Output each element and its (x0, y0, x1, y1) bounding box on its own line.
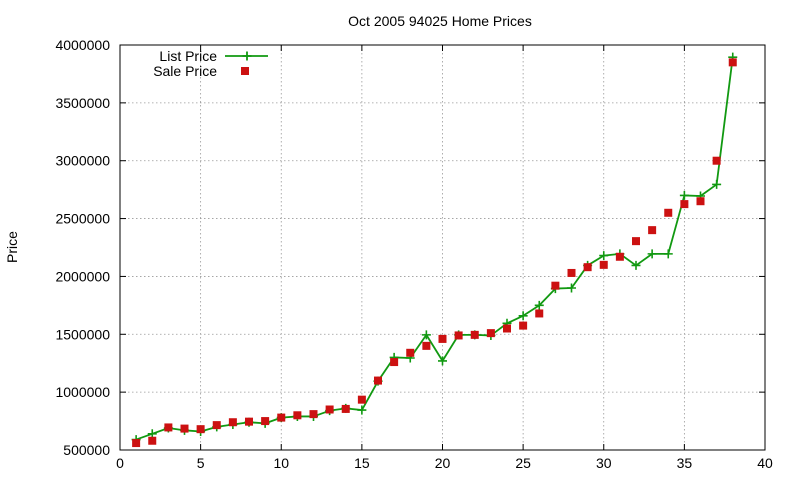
sale-price-point (519, 321, 528, 330)
sale-price-point (277, 413, 286, 422)
list-price-point (534, 300, 544, 310)
tick-labels: 0 5 10 15 20 25 30 35 40 500000 1000000 1500000 2000… (55, 37, 773, 471)
chart-title: Oct 2005 94025 Home Prices (348, 13, 532, 29)
x-tick-label: 10 (273, 455, 289, 471)
list-price-point (663, 249, 673, 259)
list-price-point (518, 311, 528, 321)
legend: List Price Sale Price (153, 48, 268, 79)
sale-price-point (132, 439, 141, 448)
sale-price-point (196, 425, 205, 434)
sale-price-point (261, 417, 270, 426)
list-price-point (679, 190, 689, 200)
sale-price-point (503, 324, 511, 333)
sale-price-point (357, 395, 366, 404)
grid (120, 45, 765, 450)
sale-price-point (212, 421, 221, 430)
legend-marker-sale-price (241, 67, 249, 75)
list-price-point (438, 356, 447, 366)
y-tick-label: 2500000 (55, 211, 110, 227)
legend-label-sale-price: Sale Price (153, 63, 217, 79)
y-tick-label: 500000 (63, 442, 110, 458)
list-price-point (421, 330, 431, 340)
sale-price-point (341, 404, 350, 413)
x-tick-label: 25 (515, 455, 531, 471)
x-tick-label: 35 (677, 455, 693, 471)
sale-price-point (325, 405, 334, 414)
sale-price-point (470, 330, 479, 339)
sale-price-point (583, 263, 592, 272)
sale-price-point (599, 260, 608, 269)
legend-marker-list-price (242, 51, 252, 61)
x-tick-label: 40 (757, 455, 773, 471)
list-price-point (357, 405, 367, 415)
sale-price-point (567, 268, 576, 277)
sale-price-point (228, 418, 237, 427)
sale-price-point (680, 200, 689, 209)
sale-price-point (293, 411, 302, 420)
sale-price-point (632, 237, 640, 246)
sale-price-point (422, 341, 431, 350)
legend-label-list-price: List Price (159, 48, 217, 64)
sale-price-point (245, 417, 253, 426)
x-tick-label: 30 (596, 455, 612, 471)
sale-price-point (486, 329, 495, 338)
y-tick-label: 3500000 (55, 95, 110, 111)
list-price-point (712, 179, 722, 189)
x-tick-label: 0 (116, 455, 124, 471)
list-price-point (631, 260, 641, 270)
sale-price-point (615, 252, 624, 261)
y-tick-label: 4000000 (55, 37, 110, 53)
list-price-point (647, 249, 657, 259)
sale-price-point (164, 423, 173, 432)
sale-price-point (374, 376, 382, 385)
y-tick-label: 1000000 (55, 384, 110, 400)
sale-price-point (648, 226, 657, 235)
sale-price-point (712, 156, 721, 165)
sale-price-point (438, 334, 447, 343)
list-price-point (567, 283, 576, 293)
sale-price-point (454, 331, 463, 340)
sale-price-point (148, 436, 157, 445)
x-tick-label: 20 (435, 455, 451, 471)
y-tick-label: 3000000 (55, 153, 110, 169)
x-tick-label: 15 (354, 455, 370, 471)
y-tick-label: 2000000 (55, 268, 110, 284)
plot-frame (119, 44, 766, 451)
sale-price-point (180, 424, 189, 433)
list-price-point (599, 251, 609, 261)
sale-price-point (551, 281, 560, 290)
sale-price-point (728, 58, 737, 67)
series-sale-price (132, 58, 737, 448)
series-layer (131, 52, 738, 448)
sale-price-point (406, 348, 415, 357)
x-tick-label: 5 (197, 455, 205, 471)
sale-price-point (390, 358, 399, 367)
sale-price-point (664, 208, 673, 217)
sale-price-point (309, 410, 318, 419)
sale-price-point (696, 197, 705, 206)
y-axis-label: Price (4, 231, 20, 263)
y-tick-label: 1500000 (55, 326, 110, 342)
sale-price-point (535, 309, 544, 318)
